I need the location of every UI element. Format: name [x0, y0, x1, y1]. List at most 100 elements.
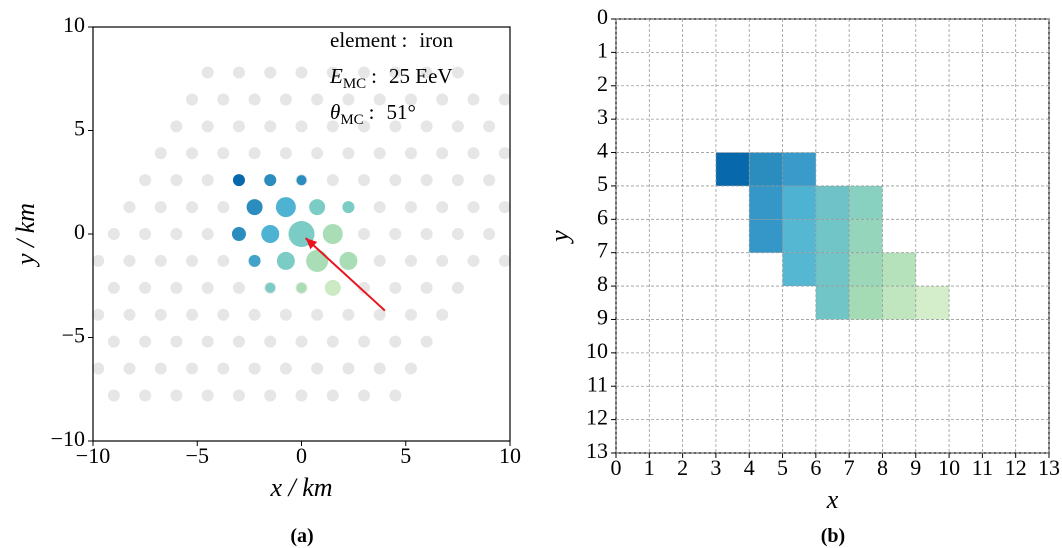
station: [358, 66, 371, 79]
station: [326, 174, 339, 187]
x-tick-label: 4: [744, 455, 755, 480]
station: [311, 362, 324, 375]
x-tick-label: 2: [677, 455, 688, 480]
y-tick-label: 12: [586, 405, 608, 430]
cell: [849, 286, 883, 320]
station: [373, 147, 386, 160]
station: [451, 281, 464, 294]
cell: [749, 152, 783, 186]
y-tick-label: 10: [63, 12, 85, 37]
station: [326, 66, 339, 79]
cell: [815, 252, 850, 287]
station: [248, 308, 261, 321]
station: [498, 93, 511, 106]
station: [170, 174, 183, 187]
station: [154, 308, 167, 321]
station: [467, 147, 480, 160]
station: [342, 362, 355, 375]
station: [217, 201, 230, 214]
station: [483, 120, 496, 133]
y-axis-label: y / km: [11, 203, 40, 268]
x-tick-label: 5: [400, 443, 411, 468]
station: [483, 228, 496, 240]
station: [358, 228, 371, 240]
x-tick-label: 7: [844, 455, 855, 480]
arrow-shaft: [304, 237, 386, 312]
annotation-value: 51°: [387, 100, 416, 124]
annotation-value: iron: [419, 28, 453, 52]
station: [436, 93, 449, 106]
station: [217, 308, 230, 321]
station: [201, 389, 214, 402]
annotation-label: θ: [330, 100, 340, 124]
station: [279, 147, 292, 160]
station: [498, 254, 511, 267]
station: [420, 335, 433, 348]
station: [92, 254, 105, 267]
y-tick-label: −5: [62, 323, 85, 348]
station: [248, 147, 261, 160]
hit-station: [342, 201, 355, 214]
hit-station: [265, 282, 276, 293]
station: [139, 281, 152, 294]
cell: [715, 152, 750, 186]
station: [420, 228, 433, 240]
station: [373, 308, 386, 321]
station: [154, 254, 167, 267]
x-tick-label: 10: [938, 455, 960, 480]
station: [107, 281, 120, 294]
hit-station: [246, 199, 263, 216]
station: [358, 174, 371, 187]
station: [264, 389, 277, 402]
station: [498, 201, 511, 214]
station: [279, 362, 292, 375]
cell: [815, 286, 850, 320]
station: [373, 254, 386, 267]
station: [186, 147, 199, 160]
cell: [849, 252, 883, 287]
station: [201, 174, 214, 187]
cell: [815, 185, 850, 220]
hit-station: [296, 175, 307, 186]
station: [217, 147, 230, 160]
station: [139, 228, 152, 240]
station: [389, 120, 402, 133]
station: [436, 147, 449, 160]
station: [342, 93, 355, 106]
station: [358, 120, 371, 133]
station: [451, 228, 464, 240]
station: [326, 335, 339, 348]
station: [186, 254, 199, 267]
station: [498, 147, 511, 160]
hit-station: [264, 174, 277, 187]
station: [186, 93, 199, 106]
y-tick-label: 11: [587, 371, 608, 396]
annotation-separator: :: [369, 100, 375, 124]
cell: [915, 286, 950, 320]
station: [404, 308, 417, 321]
annotation-value: 25 EeV: [389, 64, 453, 88]
hit-station: [276, 251, 295, 270]
station: [295, 389, 308, 402]
station: [436, 201, 449, 214]
station: [404, 93, 417, 106]
annotation: θMC:51°: [330, 100, 416, 128]
station: [92, 308, 105, 321]
station: [107, 228, 120, 240]
station: [139, 335, 152, 348]
station: [170, 335, 183, 348]
station: [295, 120, 308, 133]
station: [217, 362, 230, 375]
station: [311, 308, 324, 321]
y-tick-label: 10: [586, 338, 608, 363]
station: [326, 389, 339, 402]
y-tick-label: 5: [597, 171, 608, 196]
x-tick-label: 11: [972, 455, 993, 480]
station: [201, 281, 214, 294]
station: [373, 201, 386, 214]
annotation-label: E: [329, 64, 343, 88]
station: [186, 308, 199, 321]
station: [217, 254, 230, 267]
x-tick-label: 9: [910, 455, 921, 480]
station: [373, 362, 386, 375]
